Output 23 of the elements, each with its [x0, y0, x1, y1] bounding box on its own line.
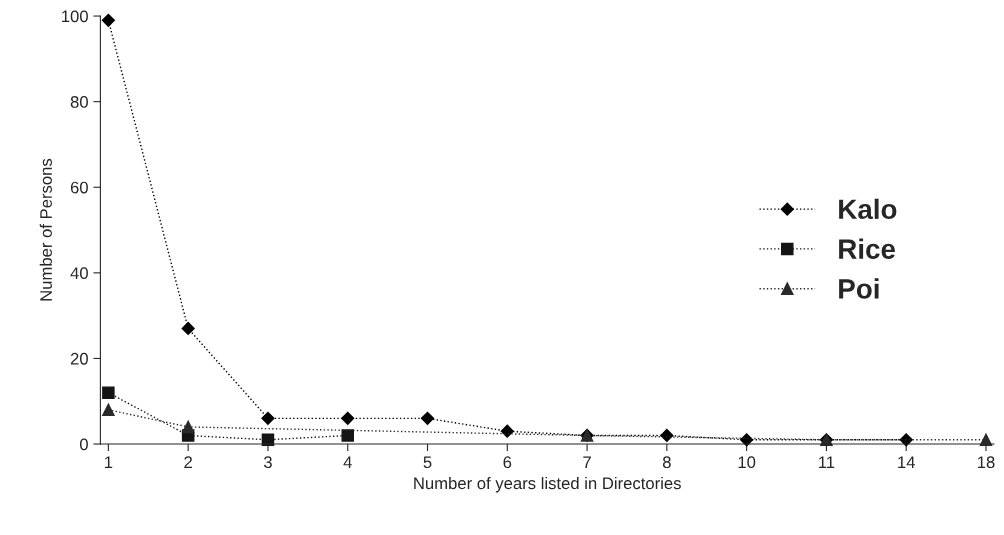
x-axis-title: Number of years listed in Directories: [414, 476, 681, 493]
x-tick-label: 1: [105, 456, 113, 468]
y-tick-label: 60: [70, 181, 88, 194]
x-tick-label: 3: [263, 456, 272, 469]
y-tick-label: 80: [70, 96, 88, 108]
legend-label: Poi: [839, 278, 879, 299]
x-tick-label: 11: [819, 456, 835, 468]
legend-label: Rice: [839, 238, 896, 259]
legend-label: Kalo: [839, 198, 897, 220]
x-tick-label: 6: [503, 456, 512, 469]
x-tick-label: 8: [662, 456, 671, 469]
x-tick-label: 4: [343, 456, 352, 468]
x-tick-label: 7: [583, 456, 591, 468]
x-tick-label: 2: [184, 456, 192, 468]
x-tick-label: 5: [423, 456, 432, 469]
y-tick-label: 100: [62, 10, 88, 23]
y-tick-label: 20: [70, 352, 88, 365]
y-tick-label: 0: [79, 438, 88, 451]
x-tick-label: 18: [977, 456, 995, 469]
y-axis-title: Number of Persons: [39, 158, 52, 301]
y-tick-label: 40: [70, 267, 88, 280]
x-tick-label: 10: [738, 456, 756, 469]
x-tick-label: 14: [898, 456, 915, 468]
